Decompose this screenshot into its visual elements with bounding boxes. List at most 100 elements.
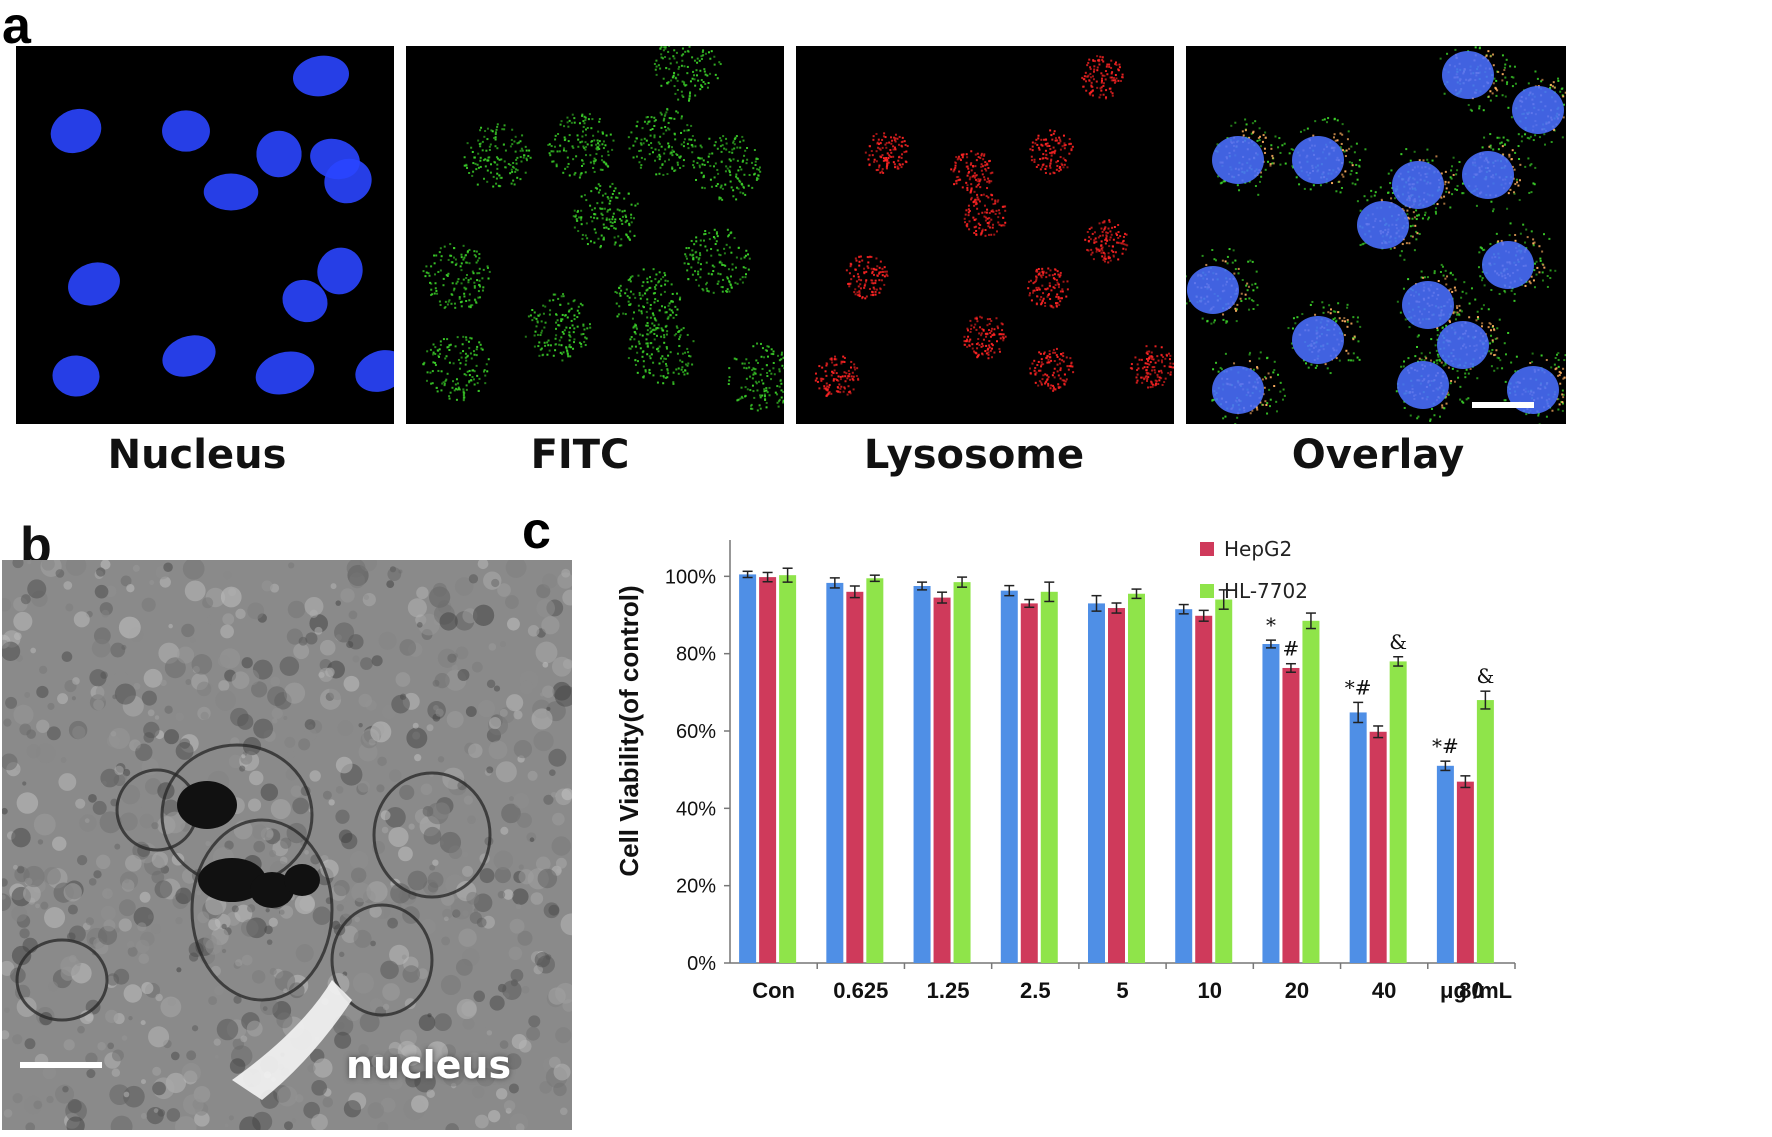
error-bar (1178, 603, 1189, 615)
error-bar (1111, 602, 1122, 614)
error-bar (1044, 581, 1055, 603)
lysosome-image (796, 46, 1174, 424)
error-bar (917, 581, 928, 591)
bar-hl-7702 (1302, 620, 1320, 963)
x-tick-label: 10 (1197, 978, 1221, 1003)
overlay-nucleus (1512, 86, 1564, 134)
y-tick-label: 40% (676, 798, 716, 820)
overlay-nucleus (1292, 136, 1344, 184)
error-bar (1131, 588, 1142, 600)
y-tick-label: 60% (676, 721, 716, 743)
stain-cluster (1029, 347, 1075, 392)
significance-mark: & (1476, 664, 1494, 688)
y-tick-label: 20% (676, 876, 716, 898)
error-bar (1480, 690, 1491, 710)
overlay-nucleus (1397, 361, 1449, 409)
x-tick-label: 1.25 (927, 978, 970, 1003)
panel-label-a: a (2, 0, 31, 55)
nucleus-blob (52, 355, 100, 397)
organelle-outline (372, 771, 492, 899)
bar-hl-7702 (1389, 661, 1407, 963)
x-tick-label: 2.5 (1020, 978, 1051, 1003)
significance-mark: *# (1345, 675, 1372, 699)
error-bar (849, 585, 860, 599)
x-tick-label: 0.625 (833, 978, 888, 1003)
error-bar (1091, 594, 1102, 612)
stain-cluster (963, 193, 1007, 237)
scale-bar (20, 1062, 102, 1068)
nucleus-image (16, 46, 394, 424)
error-bar (1285, 662, 1296, 673)
x-tick-label: 40 (1372, 978, 1396, 1003)
legend-label: HepG2 (1224, 540, 1292, 561)
significance-mark: # (1283, 637, 1300, 661)
stain-cluster (963, 315, 1007, 360)
panel-label-c: c (522, 502, 551, 560)
x-tick-label: 5 (1116, 978, 1128, 1003)
bar-hepg2 (1020, 603, 1038, 963)
nucleus-blob (324, 158, 372, 204)
nucleus-blob (282, 279, 328, 323)
stain-cluster (1081, 55, 1124, 100)
nucleus-blob (162, 335, 216, 377)
bar-bel-7402 (1262, 644, 1280, 963)
bar-hepg2 (1108, 608, 1125, 963)
x-unit-label: μg /mL (1440, 978, 1512, 1003)
x-tick-label: 20 (1285, 978, 1309, 1003)
stain-cluster (547, 113, 615, 179)
stain-cluster (1027, 267, 1069, 309)
nucleus-blob (317, 247, 363, 295)
stain-cluster (627, 317, 695, 385)
stain-cluster (1084, 219, 1129, 264)
bar-hl-7702 (1128, 593, 1145, 963)
caption-lysosome: Lysosome (863, 432, 1085, 478)
viability-chart: 0%20%40%60%80%100%120%Cell Viability(of … (600, 540, 1772, 1137)
bar-bel-7402 (826, 582, 844, 963)
stain-cluster (653, 46, 722, 102)
stain-cluster (1129, 345, 1174, 389)
error-bar (1393, 656, 1404, 667)
dense-deposit (250, 872, 294, 908)
legend-swatch (1200, 584, 1214, 598)
tem-image (2, 560, 572, 1130)
bar-hl-7702 (1040, 591, 1058, 963)
stain-cluster (683, 228, 751, 294)
caption-nucleus: Nucleus (107, 432, 287, 478)
error-bar (1198, 609, 1209, 622)
stain-cluster (727, 342, 784, 412)
bar-hepg2 (1195, 615, 1213, 963)
overlay-nucleus (1187, 266, 1239, 314)
significance-mark: *# (1432, 734, 1459, 758)
error-bar (1024, 598, 1035, 609)
y-tick-label: 80% (676, 644, 716, 666)
error-bar (1265, 639, 1276, 649)
nucleus-blob (68, 262, 120, 306)
stain-cluster (627, 107, 697, 176)
nucleus-label: nucleus (346, 1043, 512, 1087)
legend-label: HL-7702 (1224, 579, 1308, 603)
overlay-nucleus (1437, 321, 1489, 369)
error-bar (742, 570, 753, 579)
overlay-nucleus (1482, 241, 1534, 289)
bar-hepg2 (759, 577, 777, 963)
error-bar (957, 576, 968, 588)
x-tick-label: Con (752, 978, 795, 1003)
y-tick-label: 0% (687, 953, 716, 975)
nucleus-blob (255, 351, 315, 395)
bar-hepg2 (846, 591, 864, 963)
overlay-nucleus (1392, 161, 1444, 209)
nucleus-blob (50, 108, 102, 154)
overlay-nucleus (1212, 366, 1264, 414)
significance-mark: * (1266, 613, 1276, 637)
dense-deposit (177, 781, 237, 829)
stain-cluster (524, 293, 592, 362)
bar-hl-7702 (1215, 599, 1233, 963)
overlay-nucleus (1442, 51, 1494, 99)
bar-hl-7702 (866, 578, 884, 963)
overlay-image (1186, 46, 1566, 424)
stain-cluster (814, 355, 860, 398)
bar-bel-7402 (1000, 590, 1018, 963)
error-bar (1373, 725, 1384, 739)
y-tick-label: 100% (665, 566, 716, 588)
error-bar (1353, 701, 1364, 724)
